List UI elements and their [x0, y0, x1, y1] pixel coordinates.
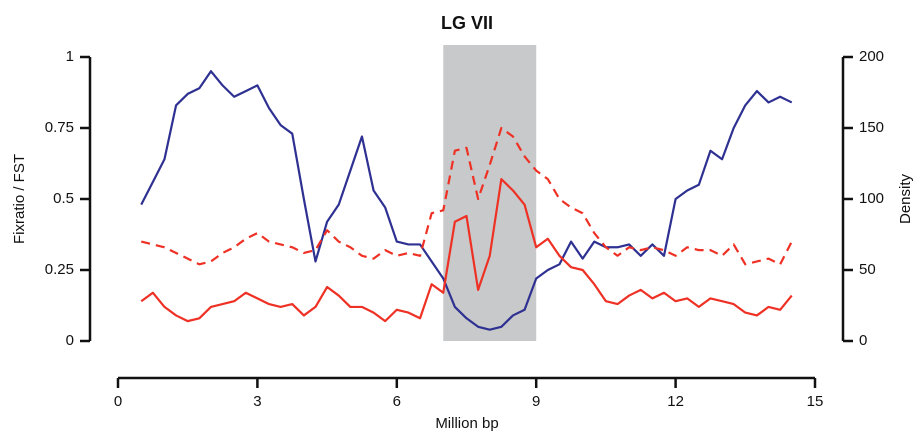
y2-axis-label: Density	[897, 173, 914, 224]
data-line	[140, 178, 793, 323]
y2-tick-label: 100	[859, 190, 884, 207]
y-tick-label: 1	[66, 48, 74, 65]
y2-tick-label: 50	[859, 261, 876, 278]
y-tick-label: 0.75	[45, 119, 74, 136]
x-tick-label: 3	[253, 393, 261, 410]
x-tick-label: 12	[667, 393, 684, 410]
x-tick-label: 9	[532, 393, 540, 410]
x-tick-label: 15	[807, 393, 824, 410]
data-line	[140, 126, 793, 266]
chart-title: LG VII	[441, 13, 493, 33]
x-axis-label: Million bp	[435, 415, 498, 432]
y-tick-label: 0	[66, 332, 74, 349]
x-tick-label: 6	[393, 393, 401, 410]
y2-tick-label: 200	[859, 48, 884, 65]
y-tick-label: 0.25	[45, 261, 74, 278]
data-line	[140, 70, 793, 331]
y-tick-label: 0.5	[53, 190, 74, 207]
y2-tick-label: 0	[859, 332, 867, 349]
x-tick-label: 0	[114, 393, 122, 410]
y-axis-label: Fixratio / FST	[11, 154, 28, 244]
y2-tick-label: 150	[859, 119, 884, 136]
highlight-band	[443, 45, 537, 341]
